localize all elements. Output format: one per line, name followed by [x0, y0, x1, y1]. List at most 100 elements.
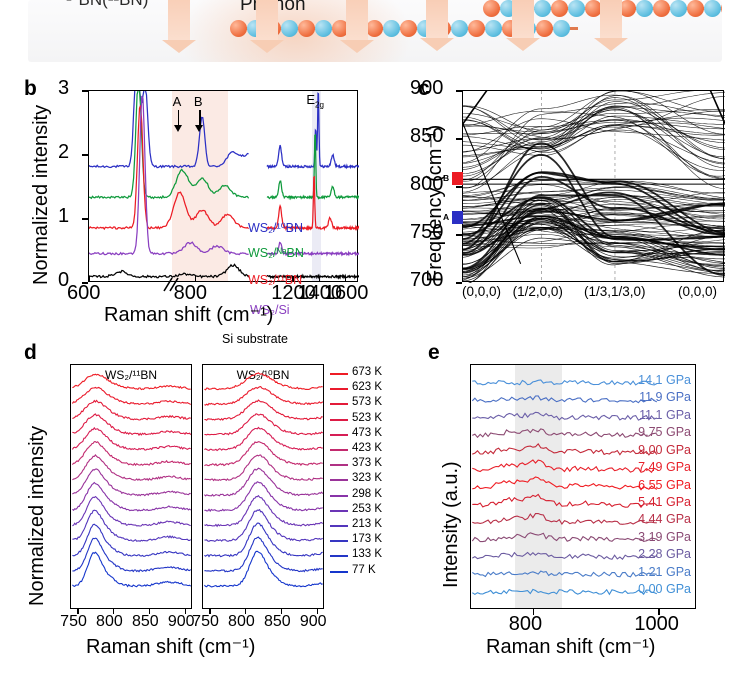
panel-b-label-E2g: E2g [306, 92, 324, 110]
panel-d-xtick: 900 [299, 613, 327, 630]
legend-label: 423 K [352, 442, 383, 454]
panel-e-plot: 14.1 GPa 11.9 GPa 11.1 GPa 9.75 GPa 9.00 GPa… [470, 364, 696, 609]
legend-label: 253 K [352, 502, 383, 515]
legend-swatch [330, 373, 348, 375]
legend-swatch [330, 388, 348, 391]
bn-isotope-label: ¹⁰BN(¹¹BN) [66, 0, 148, 10]
panel-c-ytick: 850 [410, 125, 444, 147]
highlight-band [514, 365, 563, 608]
panel-b-curve-label: WS₂/Si [250, 303, 290, 317]
panel-b-ytick: 0 [58, 269, 70, 291]
panel-c-ytick: 750 [410, 221, 444, 243]
panel-b-xtick: 800 [173, 282, 208, 304]
panel-d-xtick: 850 [263, 613, 291, 630]
panel-e-letter: e [428, 341, 440, 364]
panel-b-label-B: B [193, 94, 203, 109]
panel-d-xtick: 750 [60, 613, 87, 630]
panel-e-trace-label: 4.44 GPa [638, 512, 691, 527]
panel-b-ytick: 1 [58, 205, 70, 227]
legend-swatch [330, 570, 348, 573]
panel-b-ylabel: Normalized intensity [30, 104, 52, 285]
panel-b-xlabel: Raman shift (cm⁻¹) [104, 304, 274, 326]
panel-b-arrow-B [195, 110, 203, 132]
panel-c-ytick: 900 [410, 77, 444, 99]
legend-swatch [330, 403, 348, 406]
legend-swatch [330, 555, 348, 558]
panel-e-xlabel: Raman shift (cm⁻¹) [486, 636, 656, 658]
panel-d-letter: d [24, 341, 37, 364]
legend-label: 77 K [352, 563, 376, 576]
panel-e-trace-label: 3.19 GPa [638, 529, 691, 544]
panel-e-trace-label: 6.55 GPa [638, 477, 691, 492]
panel-d-xtick: 900 [167, 613, 195, 630]
legend-swatch [330, 418, 348, 421]
panel-c-ytick: 800 [410, 173, 444, 195]
panel-e-trace-label: 2.28 GPa [638, 547, 691, 562]
panel-b-xtick: 1400 [297, 282, 343, 304]
panel-b-traces [89, 91, 359, 280]
panel-b-xtick: 600 [67, 282, 101, 304]
panel-c-ytick: 700 [410, 269, 444, 291]
legend-swatch [330, 494, 348, 497]
panel-b-curve-label: WS₂/¹⁰BN [248, 221, 303, 235]
panel-b: b Normalized intensity 0 1 2 3 600 800 1200 14… [0, 70, 400, 346]
panel-b-xtick: 1600 [323, 282, 369, 304]
panel-e-trace-label: 0.00 GPa [638, 582, 691, 596]
panel-d-traces-11BN [71, 373, 192, 588]
panel-b-curve-label: Si substrate [222, 332, 289, 346]
panel-e-xtick: 800 [508, 613, 543, 635]
panel-d-subplot-10BN: WS₂/¹⁰BN [202, 364, 324, 609]
legend-swatch [330, 479, 348, 482]
legend-label: 323 K [352, 472, 383, 485]
legend-label: 298 K [352, 487, 383, 500]
legend-swatch [330, 464, 348, 467]
panel-d-subplot-11BN: WS₂/¹¹BN [70, 364, 192, 609]
panel-d-xlabel: Raman shift (cm⁻¹) [86, 636, 256, 658]
marker-B: B [443, 172, 463, 186]
legend-label: 673 K [352, 366, 383, 378]
panel-c-xtick: (0,0,0) [462, 284, 502, 299]
legend-swatch [330, 433, 348, 436]
panel-e-trace-label: 14.1 GPa [638, 373, 691, 387]
panel-b-label-A: A [172, 94, 182, 109]
legend-label: 373 K [352, 457, 383, 470]
panel-e-trace-label: 9.00 GPa [638, 442, 691, 457]
panel-b-curve-label: WS₂/ᴺᵃBN [248, 246, 304, 260]
panel-e-trace-label: 7.49 GPa [638, 460, 691, 475]
phonon-schematic: ¹⁰BN(¹¹BN) Phonon [28, 0, 722, 62]
legend-swatch [330, 449, 348, 451]
legend-label: 523 K [352, 411, 383, 424]
panel-c-xtick: (1/2,0,0) [512, 284, 563, 299]
legend-label: 573 K [352, 396, 383, 409]
panel-e-trace-label: 5.41 GPa [638, 494, 691, 509]
panel-c-xtick: (0,0,0) [678, 284, 718, 299]
panel-d: d Normalized intensity WS₂/¹¹BN WS₂/¹⁰BN… [0, 338, 420, 700]
panel-e-ylabel: Intensity (a.u.) [440, 461, 462, 588]
panel-d-traces-10BN [203, 372, 324, 588]
legend-swatch [330, 525, 348, 527]
panel-e-xtick: 1000 [634, 613, 679, 635]
marker-A: A [443, 210, 463, 224]
panel-e-trace-label: 11.9 GPa [639, 390, 691, 405]
legend-swatch [330, 540, 348, 543]
phonon-dispersion-bands [463, 91, 725, 283]
panel-c-xtick: (1/3,1/3,0) [583, 284, 646, 299]
axis-break-icon [163, 277, 179, 292]
panel-b-ytick: 3 [58, 77, 70, 99]
panel-c-plot [462, 90, 725, 283]
panel-d-xtick: 800 [96, 613, 123, 630]
panel-d-xtick: 800 [228, 613, 255, 630]
panel-b-curve-label: WS₂/¹¹BN [248, 273, 303, 287]
subplot-title-11BN: WS₂/¹¹BN [105, 368, 157, 382]
legend-swatch [330, 509, 348, 512]
panel-e-traces [471, 379, 658, 596]
panel-e: e Intensity (a.u.) 14.1 GPa 11.9 GPa 11.1 … [420, 338, 750, 700]
panel-d-xtick: 850 [131, 613, 159, 630]
legend-label: 133 K [352, 548, 383, 561]
legend-label: 623 K [352, 381, 383, 394]
legend-label: 473 K [352, 426, 383, 439]
legend-label: 173 K [352, 533, 383, 546]
panel-d-xtick: 750 [192, 613, 219, 630]
panel-b-plot [88, 90, 359, 282]
panel-b-xtick: 1200 [271, 282, 316, 304]
